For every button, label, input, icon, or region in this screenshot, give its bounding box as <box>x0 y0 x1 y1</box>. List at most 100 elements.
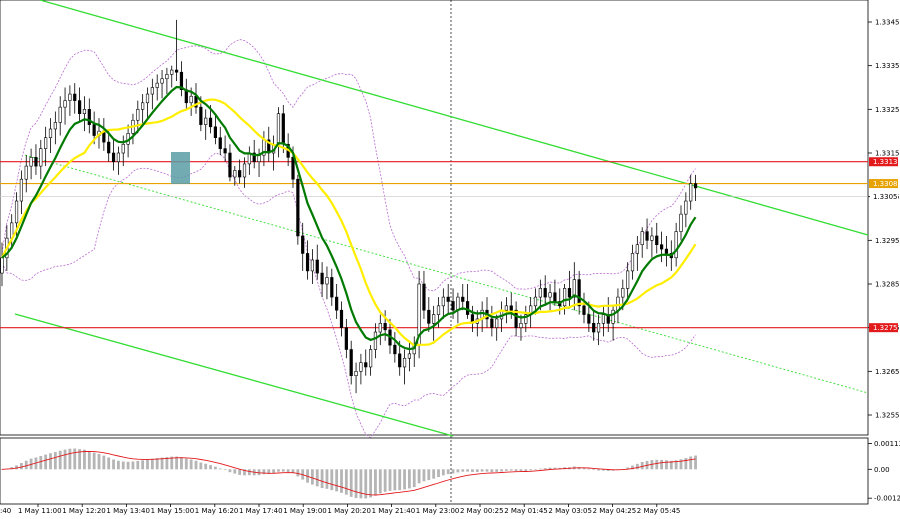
candle-bear <box>238 170 242 178</box>
price-level-tag <box>869 323 898 333</box>
time-label-fragment: :40 <box>0 507 11 515</box>
candle-bull <box>354 371 358 377</box>
macd-histogram-bar <box>606 469 610 471</box>
candle-bull <box>82 109 87 115</box>
macd-histogram-bar <box>63 449 67 470</box>
macd-histogram-bar <box>53 452 57 470</box>
candle-bull <box>0 257 4 274</box>
macd-histogram-bar <box>311 469 314 485</box>
macd-histogram-bar <box>107 457 111 470</box>
candle-bear <box>78 100 82 114</box>
price-pane <box>0 0 869 504</box>
candle-bull <box>310 259 315 272</box>
macd-histogram-bar <box>73 448 77 470</box>
time-axis: :40 1 May 11:00 1 May 12:20 1 May 13:40 1 Ma… <box>0 504 680 515</box>
macd-histogram-bar <box>267 469 271 475</box>
macd-histogram-bar <box>257 469 261 476</box>
macd-histogram-bar <box>441 469 445 476</box>
macd-histogram-bar <box>262 469 266 475</box>
candle-bull <box>19 178 24 202</box>
macd-histogram-bar <box>146 459 149 470</box>
time-tick-label: 1 May 11:00 <box>18 507 62 515</box>
price-pane-frame <box>0 0 869 436</box>
macd-histogram-bar <box>136 460 140 470</box>
candle-bull <box>14 200 19 224</box>
macd-histogram-bar <box>155 458 159 470</box>
macd-histogram-bar <box>15 465 18 470</box>
macd-histogram-bar <box>538 468 542 470</box>
macd-histogram-bar <box>344 469 348 495</box>
macd-histogram-bar <box>529 469 533 471</box>
macd-histogram-bar <box>500 469 503 472</box>
candle-bull <box>53 122 57 130</box>
candle-bear <box>107 141 111 154</box>
macd-histogram-bar <box>39 456 43 470</box>
candle-bear <box>339 309 344 328</box>
macd-histogram-bar <box>150 458 154 470</box>
candle-bull <box>441 296 445 307</box>
macd-histogram-bar <box>233 469 237 474</box>
macd-histogram-bar <box>403 469 406 490</box>
macd-histogram-bar <box>393 469 397 491</box>
macd-histogram-bar <box>665 460 668 470</box>
macd-histogram-bar <box>592 469 596 471</box>
price-tick-label: 1.3255 <box>875 412 900 420</box>
candle-bull <box>136 109 140 121</box>
macd-histogram-bar <box>626 467 630 470</box>
macd-histogram-bar <box>359 469 363 499</box>
candle-bull <box>242 163 247 178</box>
macd-histogram-bar <box>214 466 217 470</box>
ma-green-line <box>1 85 697 351</box>
macd-signal-path <box>1 450 696 496</box>
macd-histogram-bar <box>354 469 358 499</box>
candle-bull <box>572 279 576 298</box>
upper-channel-line <box>39 0 869 236</box>
candle-bull <box>456 296 460 311</box>
macd-tick-label: 0.00 <box>874 466 890 474</box>
macd-histogram-bar <box>92 452 96 470</box>
signal-zone <box>171 152 190 184</box>
candle-bull <box>538 288 542 298</box>
candle-bear <box>223 148 227 154</box>
candle-bear <box>693 183 698 189</box>
macd-histogram-bar <box>131 461 135 470</box>
time-tick-label: 2 May 00:25 <box>460 507 504 515</box>
candle-bear <box>553 292 557 302</box>
time-tick-label: 1 May 23:00 <box>416 507 460 515</box>
candle-bull <box>48 128 53 139</box>
macd-histogram-bar <box>437 469 440 478</box>
macd-histogram-bar <box>446 469 450 475</box>
candle-bull <box>58 106 62 123</box>
macd-histogram-bar <box>689 456 693 470</box>
candle-bear <box>349 349 353 377</box>
macd-histogram-bar <box>180 457 183 470</box>
candle-bull <box>495 318 499 328</box>
macd-histogram-bar <box>364 469 368 499</box>
candle-bull <box>325 277 329 285</box>
time-tick-label: 1 May 20:20 <box>327 507 371 515</box>
candle-bull <box>689 183 693 202</box>
macd-histogram-bar <box>471 469 474 472</box>
macd-histogram-bar <box>44 454 48 470</box>
candle-bull <box>204 117 208 125</box>
macd-histogram-bar <box>456 469 460 473</box>
macd-histogram-bar <box>553 467 557 470</box>
macd-histogram-bar <box>277 469 280 472</box>
macd-histogram-bar <box>669 460 673 470</box>
macd-histogram-bar <box>582 467 586 470</box>
candle-bull <box>44 137 48 149</box>
macd-histogram <box>0 448 697 499</box>
candle-bear <box>393 344 397 355</box>
candle-bear <box>34 157 38 167</box>
candle-bull <box>24 165 28 180</box>
macd-histogram-bar <box>408 469 411 489</box>
macd-histogram-bar <box>480 469 484 472</box>
candle-bull <box>611 309 615 324</box>
price-tick-label: 1.3315 <box>875 150 900 158</box>
candle-bear <box>446 296 450 302</box>
macd-histogram-bar <box>83 449 86 470</box>
macd-histogram-bar <box>58 450 62 470</box>
candle-bull <box>674 231 678 259</box>
candle-bear <box>344 327 348 350</box>
candle-bull <box>432 314 436 324</box>
